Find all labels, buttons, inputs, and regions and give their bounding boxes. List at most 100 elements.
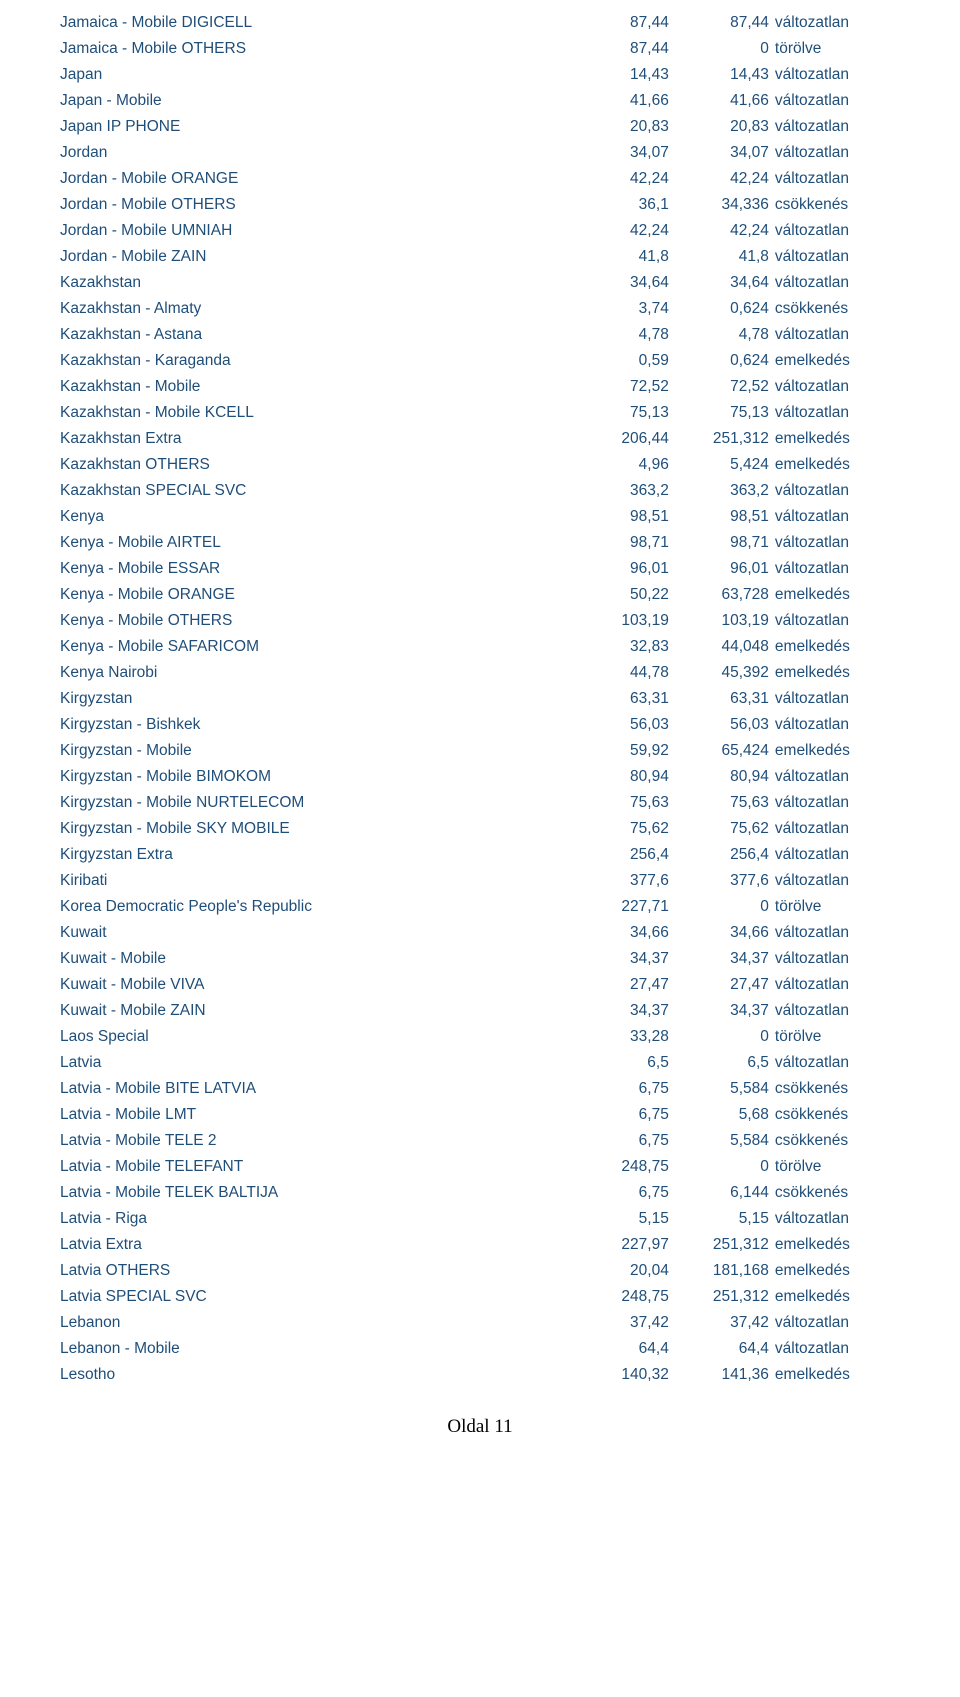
value2-cell: 20,83 <box>669 114 769 140</box>
destination-cell: Kuwait - Mobile ZAIN <box>60 998 544 1024</box>
table-row: Kiribati377,6377,6változatlan <box>60 868 900 894</box>
table-row: Jordan - Mobile ZAIN41,841,8változatlan <box>60 244 900 270</box>
value2-cell: 14,43 <box>669 62 769 88</box>
value1-cell: 6,5 <box>544 1050 669 1076</box>
status-cell: változatlan <box>769 114 900 140</box>
value2-cell: 64,4 <box>669 1336 769 1362</box>
value1-cell: 227,97 <box>544 1232 669 1258</box>
destination-cell: Japan - Mobile <box>60 88 544 114</box>
status-cell: változatlan <box>769 478 900 504</box>
value1-cell: 75,63 <box>544 790 669 816</box>
status-cell: csökkenés <box>769 1102 900 1128</box>
value1-cell: 34,37 <box>544 946 669 972</box>
value2-cell: 5,68 <box>669 1102 769 1128</box>
destination-cell: Latvia - Riga <box>60 1206 544 1232</box>
value1-cell: 87,44 <box>544 10 669 36</box>
value1-cell: 42,24 <box>544 166 669 192</box>
value1-cell: 50,22 <box>544 582 669 608</box>
value1-cell: 3,74 <box>544 296 669 322</box>
destination-cell: Jordan - Mobile OTHERS <box>60 192 544 218</box>
table-row: Kuwait - Mobile VIVA27,4727,47változatla… <box>60 972 900 998</box>
table-row: Kazakhstan - Mobile72,5272,52változatlan <box>60 374 900 400</box>
destination-cell: Kazakhstan - Astana <box>60 322 544 348</box>
table-row: Latvia - Mobile BITE LATVIA6,755,584csök… <box>60 1076 900 1102</box>
value2-cell: 75,62 <box>669 816 769 842</box>
status-cell: változatlan <box>769 842 900 868</box>
table-row: Lesotho140,32141,36emelkedés <box>60 1362 900 1388</box>
value1-cell: 63,31 <box>544 686 669 712</box>
destination-cell: Kuwait - Mobile <box>60 946 544 972</box>
table-row: Kazakhstan - Almaty3,740,624csökkenés <box>60 296 900 322</box>
status-cell: emelkedés <box>769 582 900 608</box>
value2-cell: 65,424 <box>669 738 769 764</box>
value1-cell: 140,32 <box>544 1362 669 1388</box>
value1-cell: 34,64 <box>544 270 669 296</box>
value1-cell: 42,24 <box>544 218 669 244</box>
value1-cell: 96,01 <box>544 556 669 582</box>
destination-cell: Jordan <box>60 140 544 166</box>
status-cell: csökkenés <box>769 1076 900 1102</box>
destination-cell: Kenya <box>60 504 544 530</box>
table-row: Lebanon - Mobile64,464,4változatlan <box>60 1336 900 1362</box>
table-row: Kenya - Mobile ORANGE50,2263,728emelkedé… <box>60 582 900 608</box>
value1-cell: 363,2 <box>544 478 669 504</box>
table-row: Kenya - Mobile OTHERS103,19103,19változa… <box>60 608 900 634</box>
table-row: Latvia - Riga5,155,15változatlan <box>60 1206 900 1232</box>
value2-cell: 75,63 <box>669 790 769 816</box>
value1-cell: 6,75 <box>544 1076 669 1102</box>
destination-cell: Kenya Nairobi <box>60 660 544 686</box>
status-cell: változatlan <box>769 764 900 790</box>
destination-cell: Kirgyzstan - Mobile SKY MOBILE <box>60 816 544 842</box>
destination-cell: Korea Democratic People's Republic <box>60 894 544 920</box>
value2-cell: 98,51 <box>669 504 769 530</box>
table-row: Jordan - Mobile ORANGE42,2442,24változat… <box>60 166 900 192</box>
status-cell: csökkenés <box>769 296 900 322</box>
value1-cell: 377,6 <box>544 868 669 894</box>
value1-cell: 44,78 <box>544 660 669 686</box>
destination-cell: Kirgyzstan - Mobile NURTELECOM <box>60 790 544 816</box>
value1-cell: 59,92 <box>544 738 669 764</box>
value1-cell: 206,44 <box>544 426 669 452</box>
value2-cell: 251,312 <box>669 1232 769 1258</box>
status-cell: emelkedés <box>769 426 900 452</box>
value1-cell: 103,19 <box>544 608 669 634</box>
destination-cell: Latvia - Mobile TELEFANT <box>60 1154 544 1180</box>
status-cell: változatlan <box>769 530 900 556</box>
value1-cell: 20,83 <box>544 114 669 140</box>
table-row: Kirgyzstan - Bishkek56,0356,03változatla… <box>60 712 900 738</box>
destination-cell: Latvia - Mobile TELEK BALTIJA <box>60 1180 544 1206</box>
value1-cell: 75,62 <box>544 816 669 842</box>
status-cell: változatlan <box>769 1206 900 1232</box>
status-cell: változatlan <box>769 972 900 998</box>
status-cell: törölve <box>769 894 900 920</box>
value2-cell: 363,2 <box>669 478 769 504</box>
value2-cell: 72,52 <box>669 374 769 400</box>
destination-cell: Laos Special <box>60 1024 544 1050</box>
value1-cell: 20,04 <box>544 1258 669 1284</box>
value1-cell: 248,75 <box>544 1284 669 1310</box>
status-cell: csökkenés <box>769 192 900 218</box>
table-row: Japan14,4314,43változatlan <box>60 62 900 88</box>
value2-cell: 34,336 <box>669 192 769 218</box>
value2-cell: 87,44 <box>669 10 769 36</box>
table-row: Latvia OTHERS20,04181,168emelkedés <box>60 1258 900 1284</box>
destination-cell: Kenya - Mobile AIRTEL <box>60 530 544 556</box>
value2-cell: 45,392 <box>669 660 769 686</box>
table-row: Kenya98,5198,51változatlan <box>60 504 900 530</box>
destination-cell: Latvia SPECIAL SVC <box>60 1284 544 1310</box>
value2-cell: 0 <box>669 1154 769 1180</box>
value1-cell: 80,94 <box>544 764 669 790</box>
value2-cell: 75,13 <box>669 400 769 426</box>
table-row: Jordan - Mobile OTHERS36,134,336csökkené… <box>60 192 900 218</box>
destination-cell: Latvia Extra <box>60 1232 544 1258</box>
value1-cell: 6,75 <box>544 1180 669 1206</box>
value2-cell: 5,424 <box>669 452 769 478</box>
table-row: Latvia - Mobile TELEFANT248,750törölve <box>60 1154 900 1180</box>
destination-cell: Lebanon <box>60 1310 544 1336</box>
status-cell: változatlan <box>769 10 900 36</box>
destination-cell: Kirgyzstan - Mobile <box>60 738 544 764</box>
value2-cell: 181,168 <box>669 1258 769 1284</box>
value1-cell: 34,37 <box>544 998 669 1024</box>
status-cell: változatlan <box>769 816 900 842</box>
value2-cell: 41,8 <box>669 244 769 270</box>
